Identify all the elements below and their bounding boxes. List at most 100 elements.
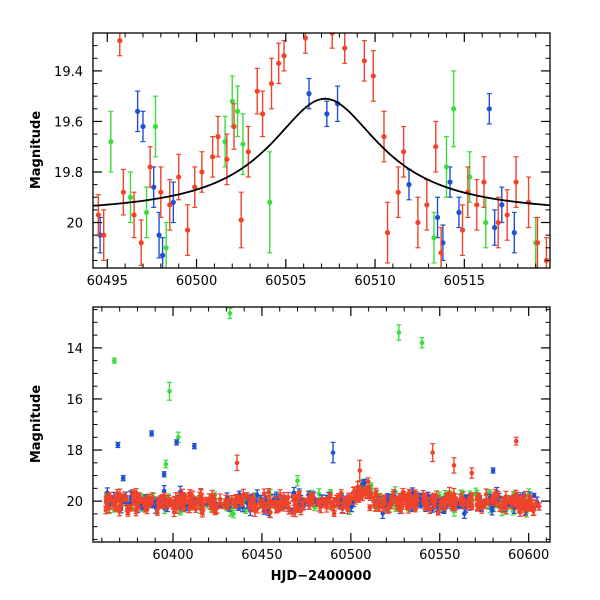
data-point bbox=[431, 235, 437, 241]
data-point bbox=[522, 493, 528, 499]
data-point bbox=[159, 503, 165, 509]
data-point bbox=[123, 496, 129, 501]
data-point bbox=[433, 144, 439, 150]
data-point bbox=[370, 73, 376, 79]
data-point bbox=[352, 497, 358, 502]
y-tick-label: 20 bbox=[66, 495, 83, 510]
data-point bbox=[447, 490, 452, 496]
outlier-point bbox=[112, 358, 117, 363]
data-point bbox=[474, 495, 480, 501]
outlier-point bbox=[176, 434, 181, 440]
data-point bbox=[536, 504, 542, 509]
data-point bbox=[495, 492, 501, 498]
data-point bbox=[324, 504, 329, 509]
data-point bbox=[238, 217, 244, 223]
data-point bbox=[161, 488, 167, 494]
data-point bbox=[231, 511, 236, 517]
data-point bbox=[483, 492, 489, 497]
data-point bbox=[429, 495, 435, 501]
data-point bbox=[115, 491, 120, 496]
data-point bbox=[365, 479, 371, 485]
data-point bbox=[143, 209, 150, 216]
outlier-point bbox=[419, 340, 425, 346]
data-point bbox=[357, 494, 363, 500]
outlier-point bbox=[430, 450, 435, 455]
data-point bbox=[127, 194, 134, 200]
data-point bbox=[468, 498, 474, 504]
data-point bbox=[254, 492, 260, 498]
data-point bbox=[499, 202, 505, 208]
data-point bbox=[152, 123, 159, 130]
data-point bbox=[504, 212, 510, 218]
data-point bbox=[518, 504, 524, 509]
data-point bbox=[438, 250, 444, 256]
data-point bbox=[115, 496, 121, 502]
outlier-point bbox=[234, 460, 240, 466]
data-point bbox=[107, 493, 113, 499]
y-tick-label: 18 bbox=[66, 444, 83, 459]
data-point bbox=[299, 500, 305, 505]
x-tick-label: 60450 bbox=[241, 548, 282, 563]
x-tick-label: 60500 bbox=[176, 274, 217, 289]
data-point bbox=[399, 505, 405, 510]
data-point bbox=[531, 506, 537, 512]
outlier-point bbox=[115, 442, 121, 448]
data-point bbox=[406, 182, 412, 188]
y-tick-label: 19.4 bbox=[54, 65, 83, 80]
data-point bbox=[339, 505, 345, 511]
data-point bbox=[384, 230, 391, 236]
data-point bbox=[486, 106, 492, 112]
data-point bbox=[238, 500, 244, 505]
data-point bbox=[449, 498, 455, 504]
outlier-point bbox=[227, 311, 233, 316]
data-point bbox=[513, 179, 519, 185]
data-point bbox=[358, 487, 364, 492]
data-point bbox=[385, 506, 390, 512]
data-point bbox=[199, 169, 205, 175]
x-tick-label: 60500 bbox=[330, 548, 371, 563]
data-point bbox=[241, 492, 246, 498]
data-point bbox=[259, 501, 265, 506]
data-point bbox=[135, 497, 141, 503]
data-point bbox=[233, 498, 239, 504]
data-point bbox=[335, 494, 341, 499]
data-point bbox=[156, 232, 162, 238]
data-point bbox=[361, 58, 367, 64]
data-point bbox=[281, 504, 287, 509]
data-point bbox=[371, 498, 376, 504]
data-point bbox=[329, 504, 334, 509]
data-point bbox=[480, 503, 485, 509]
data-point bbox=[224, 156, 230, 162]
data-point bbox=[160, 252, 166, 258]
data-point bbox=[212, 496, 217, 501]
data-point bbox=[424, 501, 430, 506]
data-point bbox=[291, 498, 297, 503]
data-point bbox=[130, 493, 136, 498]
data-point bbox=[331, 511, 337, 516]
zoom-panel-data bbox=[93, 33, 550, 268]
data-point bbox=[267, 500, 273, 506]
data-point bbox=[101, 232, 107, 238]
data-point bbox=[317, 503, 322, 509]
data-point bbox=[185, 227, 191, 233]
y-tick-label: 16 bbox=[66, 393, 83, 408]
data-point bbox=[118, 502, 124, 508]
data-point bbox=[266, 489, 271, 495]
data-point bbox=[200, 508, 205, 513]
data-point bbox=[511, 230, 517, 236]
data-point bbox=[461, 502, 466, 508]
data-point bbox=[276, 60, 282, 66]
data-point bbox=[298, 508, 304, 514]
data-point bbox=[525, 504, 530, 510]
data-point bbox=[451, 106, 457, 112]
data-point bbox=[495, 219, 501, 226]
y-tick-label: 19.6 bbox=[54, 115, 83, 130]
data-point bbox=[189, 497, 195, 503]
data-point bbox=[245, 149, 251, 155]
data-point bbox=[240, 141, 246, 147]
data-point bbox=[406, 502, 411, 507]
data-point bbox=[362, 480, 367, 485]
data-point bbox=[427, 507, 433, 512]
data-point bbox=[147, 164, 153, 170]
